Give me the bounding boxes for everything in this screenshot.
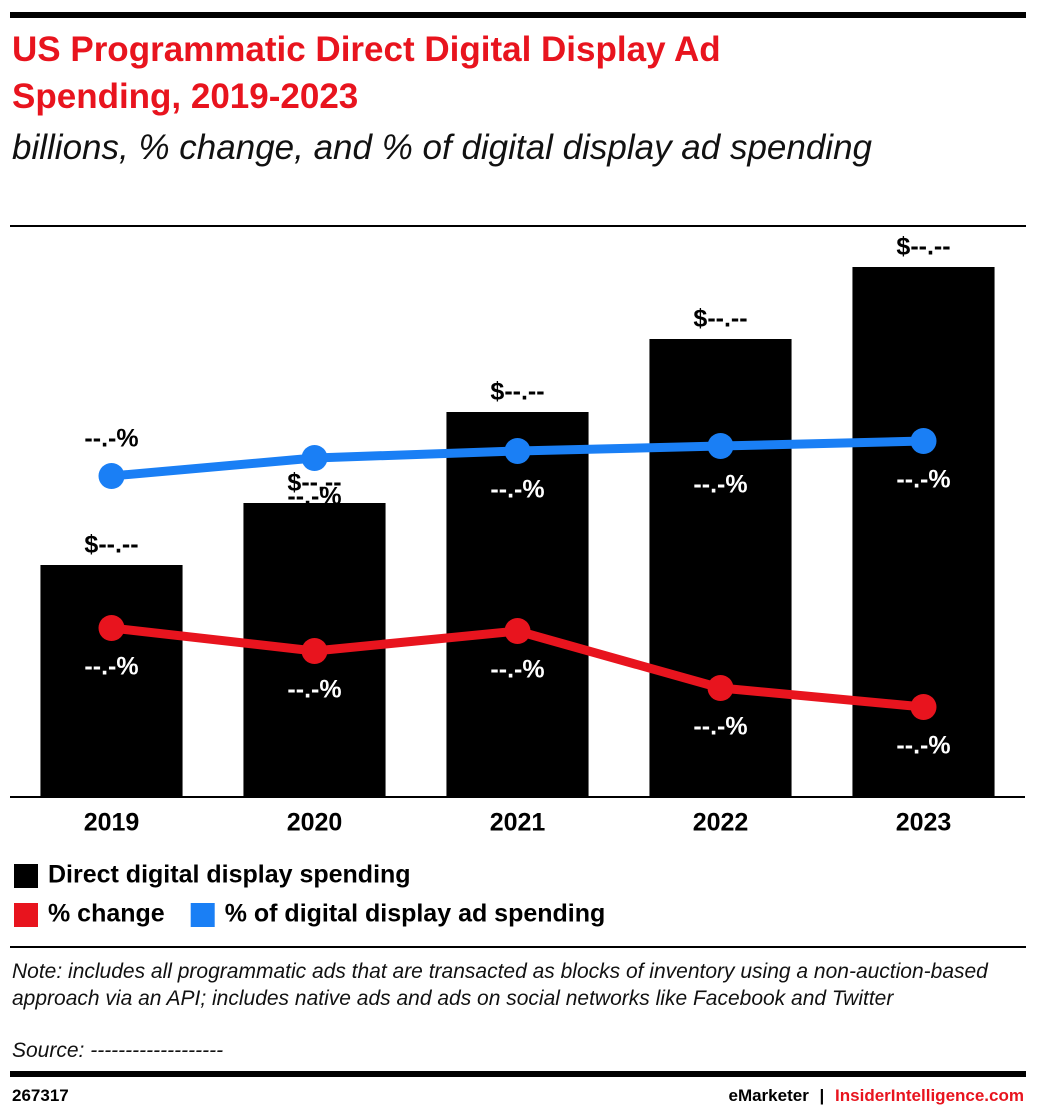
legend-swatch xyxy=(190,903,215,927)
top-rule xyxy=(10,12,1026,18)
data-label: --.-% xyxy=(693,713,747,741)
x-tick-label: 2020 xyxy=(287,809,343,837)
marker xyxy=(98,463,125,489)
legend-label: % change xyxy=(48,900,165,928)
bar xyxy=(40,565,183,797)
x-tick-label: 2023 xyxy=(896,809,952,837)
marker xyxy=(910,428,937,454)
marker xyxy=(707,675,734,701)
data-label: --.-% xyxy=(490,656,544,684)
legend-label: Direct digital display spending xyxy=(48,861,411,889)
chart-title: US Programmatic Direct Digital Display A… xyxy=(12,30,721,116)
marker xyxy=(98,615,125,641)
marker xyxy=(910,694,937,720)
data-label: --.-% xyxy=(490,476,544,504)
bottom-rule xyxy=(10,1071,1026,1077)
data-label: $--.-- xyxy=(490,378,544,406)
x-tick-label: 2019 xyxy=(84,809,140,837)
data-label: $--.-- xyxy=(84,531,138,559)
marker xyxy=(301,638,328,664)
marker xyxy=(301,445,328,471)
marker xyxy=(707,433,734,459)
source: Source: ------------------- xyxy=(12,1039,224,1062)
legend-label: % of digital display ad spending xyxy=(225,900,606,928)
data-label: --.-% xyxy=(84,425,138,453)
rule xyxy=(10,946,1026,948)
separator: | xyxy=(819,1086,825,1105)
bar xyxy=(649,339,792,797)
x-tick-label: 2021 xyxy=(490,809,546,837)
data-label: --.-% xyxy=(896,732,950,760)
brand-name: eMarketer xyxy=(728,1086,809,1105)
data-label: --.-% xyxy=(287,483,341,511)
rule xyxy=(10,225,1026,227)
data-label: $--.-- xyxy=(287,469,341,497)
bar xyxy=(446,412,589,797)
legend-swatch xyxy=(14,903,38,927)
legend-swatch xyxy=(14,864,38,888)
marker xyxy=(504,438,531,464)
data-label: --.-% xyxy=(693,471,747,499)
brand: eMarketer | InsiderIntelligence.com xyxy=(728,1086,1024,1106)
site: InsiderIntelligence.com xyxy=(835,1086,1024,1105)
chart-id: 267317 xyxy=(12,1086,69,1105)
marker xyxy=(504,618,531,644)
chart-subtitle: billions, % change, and % of digital dis… xyxy=(12,128,873,167)
data-label: --.-% xyxy=(287,676,341,704)
note: Note: includes all programmatic ads that… xyxy=(12,960,988,1010)
x-tick-label: 2022 xyxy=(693,809,749,837)
data-label: --.-% xyxy=(896,466,950,494)
data-label: $--.-- xyxy=(693,305,747,333)
data-label: --.-% xyxy=(84,653,138,681)
data-label: $--.-- xyxy=(896,233,950,261)
